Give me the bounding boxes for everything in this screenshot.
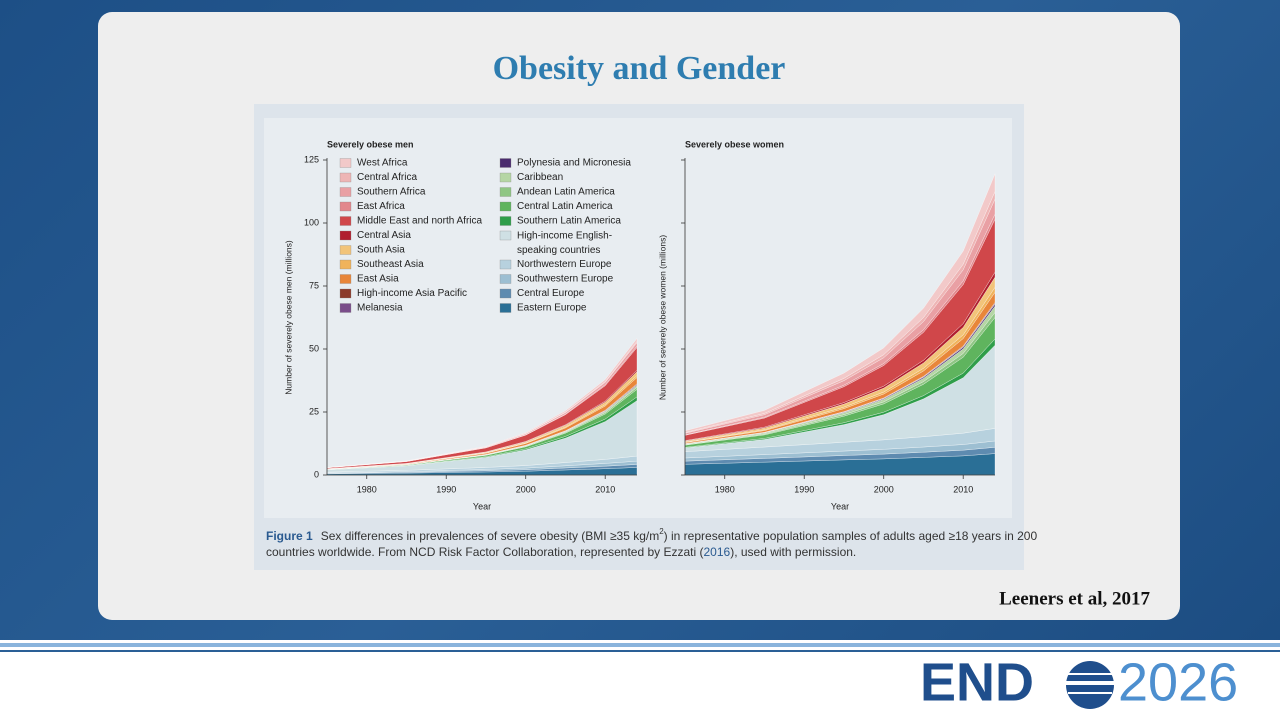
x-tick-label: 1980 — [357, 484, 377, 494]
stacked-area — [326, 337, 638, 468]
caption-text: ) in representative population samples o… — [664, 529, 1038, 543]
caption-text: Sex differences in prevalences of severe… — [321, 529, 660, 543]
legend-swatch — [339, 216, 352, 226]
stacked-area — [684, 173, 996, 433]
legend-swatch — [339, 288, 352, 299]
caption-text: ), used with permission. — [730, 545, 856, 559]
legend-label: Central Africa — [357, 172, 417, 183]
legend-label: Melanesia — [357, 303, 403, 314]
legend-swatch — [499, 172, 512, 183]
chart-title: Severely obese women — [685, 139, 784, 149]
x-tick-label: 2000 — [874, 484, 894, 494]
footer-line — [0, 643, 1280, 647]
y-axis-label: Number of severely obese women (millions… — [657, 235, 667, 401]
x-axis-label: Year — [831, 501, 849, 511]
x-tick-label: 1990 — [794, 484, 814, 494]
caption-sup: 2 — [659, 527, 664, 536]
logo-text: END — [920, 652, 1034, 712]
slide-title: Obesity and Gender — [493, 50, 786, 87]
x-tick-label: 2010 — [953, 484, 973, 494]
legend-label: Central Europe — [517, 288, 585, 299]
caption-label: Figure 1 — [266, 529, 313, 543]
legend-label: Northwestern Europe — [517, 259, 612, 270]
figure-caption: countries worldwide. From NCD Risk Facto… — [266, 545, 856, 559]
legend-swatch — [499, 216, 512, 226]
legend-swatch — [339, 274, 352, 284]
caption-link: 2016 — [704, 545, 731, 559]
legend-label: Caribbean — [517, 172, 563, 183]
y-tick-label: 100 — [304, 217, 319, 227]
x-tick-label: 2000 — [516, 484, 536, 494]
legend-swatch — [339, 187, 352, 197]
legend-swatch — [499, 288, 512, 299]
chart-title: Severely obese men — [327, 139, 414, 149]
logo-globe — [1064, 661, 1116, 709]
legend-label: South Asia — [357, 245, 405, 256]
legend-swatch — [499, 274, 512, 284]
legend-label: Central Latin America — [517, 201, 613, 212]
legend-swatch — [499, 303, 512, 313]
legend-label: Southern Latin America — [517, 216, 621, 227]
x-tick-label: 1980 — [715, 484, 735, 494]
footer-line — [0, 650, 1280, 652]
legend-swatch — [339, 172, 352, 183]
legend-swatch — [339, 303, 352, 313]
figure-caption: Figure 1 Sex differences in prevalences o… — [266, 527, 1037, 543]
legend-swatch — [339, 259, 352, 270]
legend-label: Central Asia — [357, 230, 411, 241]
y-tick-label: 25 — [309, 406, 319, 416]
legend-swatch — [499, 230, 512, 241]
y-tick-label: 125 — [304, 154, 319, 164]
y-tick-label: 50 — [309, 343, 319, 353]
x-axis-label: Year — [473, 501, 491, 511]
legend-swatch — [339, 201, 352, 212]
legend-swatch — [499, 201, 512, 212]
legend-swatch — [339, 245, 352, 255]
x-tick-label: 2010 — [595, 484, 615, 494]
legend-label: Southeast Asia — [357, 259, 424, 270]
legend-label: Southwestern Europe — [517, 274, 614, 285]
legend-swatch — [339, 158, 352, 168]
citation: Leeners et al, 2017 — [999, 588, 1150, 609]
legend-label: Eastern Europe — [517, 303, 587, 314]
legend-label: Andean Latin America — [517, 187, 615, 198]
legend-swatch — [499, 187, 512, 197]
legend-swatch — [339, 230, 352, 241]
x-tick-label: 1990 — [436, 484, 456, 494]
legend-swatch — [499, 259, 512, 270]
legend-label: High-income Asia Pacific — [357, 288, 467, 299]
caption-text: countries worldwide. From NCD Risk Facto… — [266, 545, 704, 559]
y-tick-label: 0 — [314, 469, 319, 479]
legend-label: Polynesia and Micronesia — [517, 158, 631, 169]
y-axis-label: Number of severely obese men (millions) — [283, 240, 293, 395]
logo-text: 2026 — [1118, 652, 1238, 712]
y-tick-label: 75 — [309, 280, 319, 290]
legend-label: East Asia — [357, 274, 399, 285]
legend-label: High-income English-speaking countries — [517, 230, 612, 256]
legend-label: West Africa — [357, 158, 408, 169]
legend-label: Middle East and north Africa — [357, 216, 483, 227]
legend-label: Southern Africa — [357, 187, 426, 198]
legend-swatch — [499, 158, 512, 168]
legend-label: East Africa — [357, 201, 405, 212]
